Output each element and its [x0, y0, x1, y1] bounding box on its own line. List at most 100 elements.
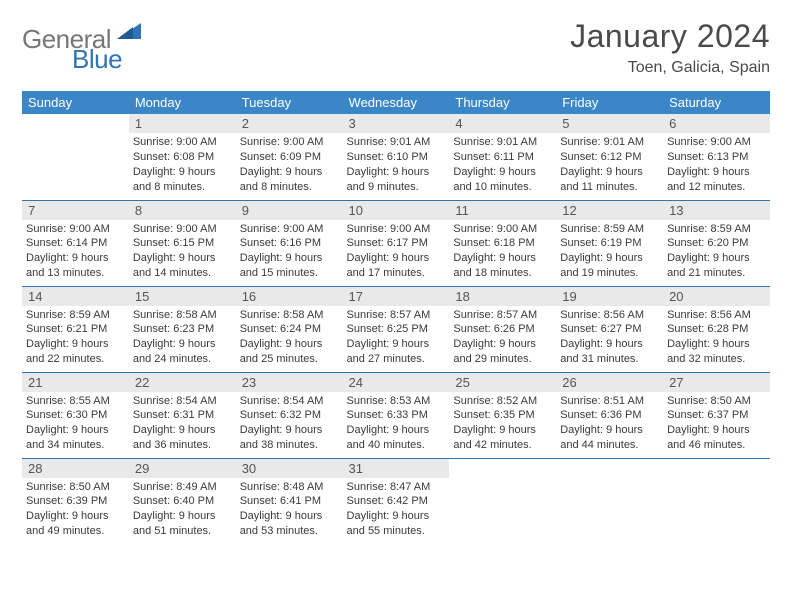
day-number: 31: [343, 459, 450, 478]
calendar-cell: 1Sunrise: 9:00 AMSunset: 6:08 PMDaylight…: [129, 114, 236, 200]
calendar-cell: 4Sunrise: 9:01 AMSunset: 6:11 PMDaylight…: [449, 114, 556, 200]
day-number: 19: [556, 287, 663, 306]
calendar-cell: 9Sunrise: 9:00 AMSunset: 6:16 PMDaylight…: [236, 200, 343, 286]
calendar-cell: 27Sunrise: 8:50 AMSunset: 6:37 PMDayligh…: [663, 372, 770, 458]
weekday-header: Friday: [556, 91, 663, 114]
logo-triangle-icon: [117, 21, 143, 46]
calendar-cell: 24Sunrise: 8:53 AMSunset: 6:33 PMDayligh…: [343, 372, 450, 458]
day-number: 9: [236, 201, 343, 220]
title-block: January 2024 Toen, Galicia, Spain: [570, 18, 770, 77]
calendar-cell: 3Sunrise: 9:01 AMSunset: 6:10 PMDaylight…: [343, 114, 450, 200]
day-body: Sunrise: 9:00 AMSunset: 6:13 PMDaylight:…: [663, 133, 770, 194]
day-body: Sunrise: 8:52 AMSunset: 6:35 PMDaylight:…: [449, 392, 556, 453]
day-body: Sunrise: 9:00 AMSunset: 6:16 PMDaylight:…: [236, 220, 343, 281]
calendar-table: SundayMondayTuesdayWednesdayThursdayFrid…: [22, 91, 770, 544]
day-number: 13: [663, 201, 770, 220]
day-number: 25: [449, 373, 556, 392]
calendar-cell: 8Sunrise: 9:00 AMSunset: 6:15 PMDaylight…: [129, 200, 236, 286]
calendar-cell: 29Sunrise: 8:49 AMSunset: 6:40 PMDayligh…: [129, 458, 236, 544]
day-body: Sunrise: 8:50 AMSunset: 6:39 PMDaylight:…: [22, 478, 129, 539]
calendar-cell: 23Sunrise: 8:54 AMSunset: 6:32 PMDayligh…: [236, 372, 343, 458]
calendar-header-row: SundayMondayTuesdayWednesdayThursdayFrid…: [22, 91, 770, 114]
calendar-cell: 28Sunrise: 8:50 AMSunset: 6:39 PMDayligh…: [22, 458, 129, 544]
page-title: January 2024: [570, 18, 770, 55]
calendar-row: 28Sunrise: 8:50 AMSunset: 6:39 PMDayligh…: [22, 458, 770, 544]
calendar-cell: 2Sunrise: 9:00 AMSunset: 6:09 PMDaylight…: [236, 114, 343, 200]
calendar-cell: [22, 114, 129, 200]
day-number: 1: [129, 114, 236, 133]
day-number: 10: [343, 201, 450, 220]
calendar-cell: 20Sunrise: 8:56 AMSunset: 6:28 PMDayligh…: [663, 286, 770, 372]
day-number: 12: [556, 201, 663, 220]
calendar-cell: 31Sunrise: 8:47 AMSunset: 6:42 PMDayligh…: [343, 458, 450, 544]
calendar-cell: 26Sunrise: 8:51 AMSunset: 6:36 PMDayligh…: [556, 372, 663, 458]
day-number: 7: [22, 201, 129, 220]
day-number: 8: [129, 201, 236, 220]
day-body: Sunrise: 8:49 AMSunset: 6:40 PMDaylight:…: [129, 478, 236, 539]
day-body: Sunrise: 9:00 AMSunset: 6:18 PMDaylight:…: [449, 220, 556, 281]
day-body: Sunrise: 8:58 AMSunset: 6:23 PMDaylight:…: [129, 306, 236, 367]
day-body: Sunrise: 8:56 AMSunset: 6:28 PMDaylight:…: [663, 306, 770, 367]
logo-text-blue: Blue: [72, 44, 122, 75]
calendar-cell: 11Sunrise: 9:00 AMSunset: 6:18 PMDayligh…: [449, 200, 556, 286]
calendar-cell: [449, 458, 556, 544]
calendar-cell: 15Sunrise: 8:58 AMSunset: 6:23 PMDayligh…: [129, 286, 236, 372]
day-body: Sunrise: 9:00 AMSunset: 6:08 PMDaylight:…: [129, 133, 236, 194]
day-body: Sunrise: 8:56 AMSunset: 6:27 PMDaylight:…: [556, 306, 663, 367]
calendar-cell: 19Sunrise: 8:56 AMSunset: 6:27 PMDayligh…: [556, 286, 663, 372]
weekday-header: Saturday: [663, 91, 770, 114]
day-body: Sunrise: 8:55 AMSunset: 6:30 PMDaylight:…: [22, 392, 129, 453]
weekday-header: Thursday: [449, 91, 556, 114]
day-body: Sunrise: 8:54 AMSunset: 6:32 PMDaylight:…: [236, 392, 343, 453]
day-number: 23: [236, 373, 343, 392]
calendar-cell: 12Sunrise: 8:59 AMSunset: 6:19 PMDayligh…: [556, 200, 663, 286]
logo: General Blue: [22, 24, 143, 55]
day-body: Sunrise: 9:00 AMSunset: 6:14 PMDaylight:…: [22, 220, 129, 281]
day-body: Sunrise: 8:57 AMSunset: 6:26 PMDaylight:…: [449, 306, 556, 367]
day-number: 3: [343, 114, 450, 133]
day-body: Sunrise: 8:47 AMSunset: 6:42 PMDaylight:…: [343, 478, 450, 539]
day-body: Sunrise: 8:48 AMSunset: 6:41 PMDaylight:…: [236, 478, 343, 539]
weekday-header: Tuesday: [236, 91, 343, 114]
day-body: Sunrise: 8:59 AMSunset: 6:21 PMDaylight:…: [22, 306, 129, 367]
day-body: Sunrise: 8:59 AMSunset: 6:20 PMDaylight:…: [663, 220, 770, 281]
calendar-cell: [556, 458, 663, 544]
day-number: 24: [343, 373, 450, 392]
calendar-cell: 25Sunrise: 8:52 AMSunset: 6:35 PMDayligh…: [449, 372, 556, 458]
weekday-header: Wednesday: [343, 91, 450, 114]
calendar-row: 21Sunrise: 8:55 AMSunset: 6:30 PMDayligh…: [22, 372, 770, 458]
day-body: Sunrise: 8:50 AMSunset: 6:37 PMDaylight:…: [663, 392, 770, 453]
day-body: Sunrise: 8:59 AMSunset: 6:19 PMDaylight:…: [556, 220, 663, 281]
day-body: Sunrise: 8:51 AMSunset: 6:36 PMDaylight:…: [556, 392, 663, 453]
day-number: 17: [343, 287, 450, 306]
calendar-cell: 21Sunrise: 8:55 AMSunset: 6:30 PMDayligh…: [22, 372, 129, 458]
day-body: Sunrise: 8:57 AMSunset: 6:25 PMDaylight:…: [343, 306, 450, 367]
calendar-cell: [663, 458, 770, 544]
day-number: 5: [556, 114, 663, 133]
calendar-cell: 10Sunrise: 9:00 AMSunset: 6:17 PMDayligh…: [343, 200, 450, 286]
calendar-cell: 17Sunrise: 8:57 AMSunset: 6:25 PMDayligh…: [343, 286, 450, 372]
day-body: Sunrise: 9:00 AMSunset: 6:15 PMDaylight:…: [129, 220, 236, 281]
day-number: 18: [449, 287, 556, 306]
calendar-row: 14Sunrise: 8:59 AMSunset: 6:21 PMDayligh…: [22, 286, 770, 372]
day-number: 11: [449, 201, 556, 220]
location-label: Toen, Galicia, Spain: [570, 59, 770, 77]
day-number: 21: [22, 373, 129, 392]
day-number: 27: [663, 373, 770, 392]
header: General Blue January 2024 Toen, Galicia,…: [22, 18, 770, 77]
calendar-cell: 7Sunrise: 9:00 AMSunset: 6:14 PMDaylight…: [22, 200, 129, 286]
day-number: 4: [449, 114, 556, 133]
day-number: 28: [22, 459, 129, 478]
day-body: Sunrise: 8:58 AMSunset: 6:24 PMDaylight:…: [236, 306, 343, 367]
day-number: 26: [556, 373, 663, 392]
calendar-cell: 30Sunrise: 8:48 AMSunset: 6:41 PMDayligh…: [236, 458, 343, 544]
calendar-row: 7Sunrise: 9:00 AMSunset: 6:14 PMDaylight…: [22, 200, 770, 286]
day-body: Sunrise: 8:54 AMSunset: 6:31 PMDaylight:…: [129, 392, 236, 453]
day-body: Sunrise: 9:01 AMSunset: 6:12 PMDaylight:…: [556, 133, 663, 194]
day-body: Sunrise: 9:00 AMSunset: 6:17 PMDaylight:…: [343, 220, 450, 281]
day-number: 22: [129, 373, 236, 392]
day-number: 2: [236, 114, 343, 133]
calendar-cell: 6Sunrise: 9:00 AMSunset: 6:13 PMDaylight…: [663, 114, 770, 200]
calendar-cell: 22Sunrise: 8:54 AMSunset: 6:31 PMDayligh…: [129, 372, 236, 458]
day-number: 14: [22, 287, 129, 306]
